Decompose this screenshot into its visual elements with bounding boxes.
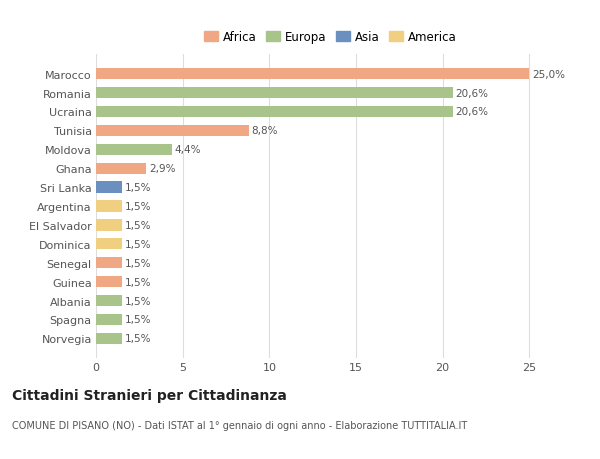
Text: 1,5%: 1,5% (125, 258, 151, 268)
Text: 20,6%: 20,6% (455, 107, 488, 117)
Text: 1,5%: 1,5% (125, 220, 151, 230)
Bar (96, 333, 122, 344)
Legend: Africa, Europa, Asia, America: Africa, Europa, Asia, America (202, 28, 458, 46)
Text: 2,9%: 2,9% (149, 164, 175, 174)
Text: 25,0%: 25,0% (532, 69, 565, 79)
Bar (96, 125, 248, 137)
Text: COMUNE DI PISANO (NO) - Dati ISTAT al 1° gennaio di ogni anno - Elaborazione TUT: COMUNE DI PISANO (NO) - Dati ISTAT al 1°… (12, 420, 467, 430)
Bar (96, 220, 122, 231)
Text: 1,5%: 1,5% (125, 334, 151, 344)
Text: 1,5%: 1,5% (125, 296, 151, 306)
Bar (96, 314, 122, 325)
Text: 1,5%: 1,5% (125, 183, 151, 193)
Text: 4,4%: 4,4% (175, 145, 202, 155)
Text: Cittadini Stranieri per Cittadinanza: Cittadini Stranieri per Cittadinanza (12, 388, 287, 402)
Bar (96, 257, 122, 269)
Bar (96, 295, 122, 307)
Bar (96, 163, 146, 174)
Bar (96, 276, 122, 288)
Bar (96, 106, 453, 118)
Bar (96, 144, 172, 156)
Bar (96, 88, 453, 99)
Text: 1,5%: 1,5% (125, 202, 151, 212)
Text: 1,5%: 1,5% (125, 315, 151, 325)
Bar (96, 239, 122, 250)
Bar (96, 69, 529, 80)
Text: 1,5%: 1,5% (125, 239, 151, 249)
Bar (96, 201, 122, 212)
Bar (96, 182, 122, 193)
Text: 20,6%: 20,6% (455, 89, 488, 98)
Text: 8,8%: 8,8% (251, 126, 278, 136)
Text: 1,5%: 1,5% (125, 277, 151, 287)
